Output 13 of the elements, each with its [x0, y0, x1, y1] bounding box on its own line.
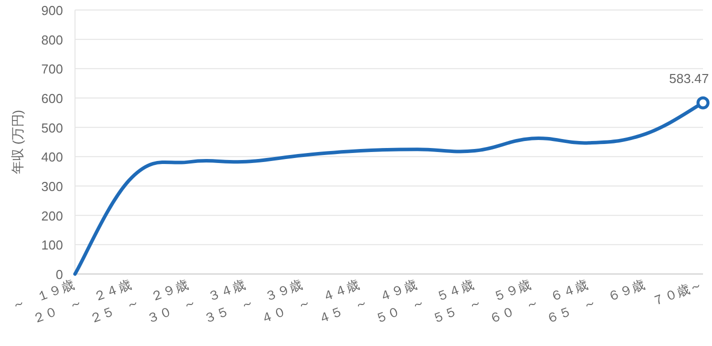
y-tick-label: 900 — [41, 3, 63, 18]
y-tick-label: 200 — [41, 208, 63, 224]
y-tick-label: 300 — [41, 179, 63, 194]
y-tick-label: 700 — [41, 62, 63, 77]
y-tick-label: 100 — [41, 238, 63, 253]
y-tick-label: 0 — [56, 267, 63, 282]
y-tick-label: 500 — [41, 120, 63, 136]
y-tick-label: 600 — [41, 91, 63, 106]
y-tick-label: 800 — [41, 32, 63, 48]
x-tick-label: ７０歳～ — [650, 276, 704, 309]
data-label: 583.47 — [669, 70, 709, 86]
y-tick-label: 400 — [41, 150, 63, 165]
y-axis-title: 年収 (万円) — [10, 110, 25, 174]
